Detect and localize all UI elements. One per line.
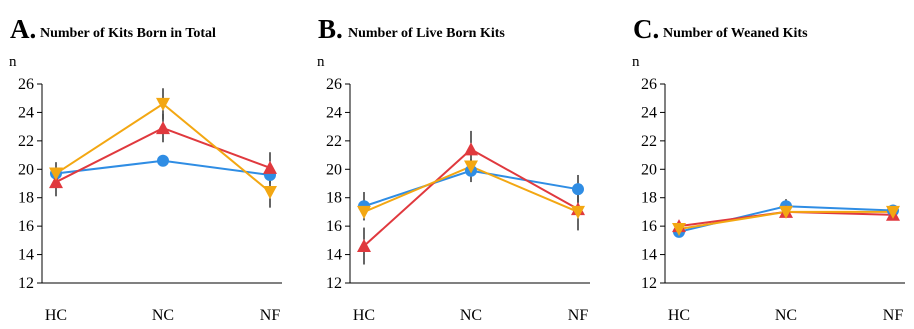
y-axis-label: n <box>632 54 640 70</box>
y-tick-label: 22 <box>18 133 34 150</box>
chart-panel-c: C. Number of Weaned Kits n 12 14 16 18 20 22 24 26… <box>632 14 905 324</box>
y-axis-label: n <box>9 54 17 70</box>
x-tick-label: HC <box>45 307 67 324</box>
y-tick-label: 20 <box>326 161 342 178</box>
data-point-triangle-down <box>571 205 585 219</box>
x-tick-label: HC <box>668 307 690 324</box>
data-point-triangle-down <box>886 205 900 219</box>
y-tick-label: 16 <box>641 218 657 235</box>
data-point-triangle-down <box>156 97 170 111</box>
data-point-triangle-down <box>672 222 686 236</box>
chart-title: Number of Weaned Kits <box>663 26 808 41</box>
panel-letter: B. <box>318 14 343 44</box>
y-tick-label: 12 <box>18 275 34 292</box>
y-tick-label: 22 <box>326 133 342 150</box>
y-tick-label: 20 <box>18 161 34 178</box>
data-point-triangle-up <box>263 160 277 174</box>
panel-letter: A. <box>10 14 36 44</box>
y-tick-label: 14 <box>641 247 657 264</box>
x-tick-label: NC <box>775 307 797 324</box>
y-tick-label: 14 <box>326 247 342 264</box>
y-tick-label: 26 <box>326 76 342 93</box>
x-tick-label: NC <box>460 307 482 324</box>
x-tick-label: NF <box>883 307 904 324</box>
data-point-triangle-up <box>464 142 478 156</box>
y-tick-label: 14 <box>18 247 34 264</box>
data-point-triangle-down <box>49 167 63 181</box>
data-point-triangle-down <box>779 205 793 219</box>
y-tick-label: 24 <box>18 104 34 121</box>
x-tick-label: NC <box>152 307 174 324</box>
y-tick-label: 16 <box>18 218 34 235</box>
chart-title: Number of Kits Born in Total <box>40 26 216 41</box>
y-tick-label: 24 <box>641 104 657 121</box>
y-tick-label: 26 <box>641 76 657 93</box>
y-tick-label: 16 <box>326 218 342 235</box>
data-point-triangle-up <box>357 239 371 253</box>
panel-letter: C. <box>633 14 659 44</box>
data-point-circle <box>572 183 584 196</box>
y-tick-label: 22 <box>641 133 657 150</box>
data-point-triangle-up <box>49 175 63 189</box>
y-tick-label: 12 <box>641 275 657 292</box>
x-tick-label: NF <box>260 307 281 324</box>
data-point-triangle-down <box>464 160 478 174</box>
y-tick-label: 12 <box>326 275 342 292</box>
data-point-triangle-up <box>156 121 170 135</box>
chart-title: Number of Live Born Kits <box>348 26 505 41</box>
chart-panel-a: A. Number of Kits Born in Total n 12 14 16 18 2… <box>9 14 282 324</box>
chart-panel-b: B. Number of Live Born Kits n 12 14 16 18 20 22 2… <box>317 14 590 324</box>
data-point-triangle-down <box>357 205 371 219</box>
y-tick-label: 26 <box>18 76 34 93</box>
y-tick-label: 18 <box>326 190 342 207</box>
y-tick-label: 24 <box>326 104 342 121</box>
data-point-circle <box>157 154 169 167</box>
y-axis-label: n <box>317 54 325 70</box>
x-tick-label: HC <box>353 307 375 324</box>
y-tick-label: 18 <box>18 190 34 207</box>
data-point-triangle-down <box>263 186 277 200</box>
y-tick-label: 18 <box>641 190 657 207</box>
x-tick-label: NF <box>568 307 589 324</box>
y-tick-label: 20 <box>641 161 657 178</box>
